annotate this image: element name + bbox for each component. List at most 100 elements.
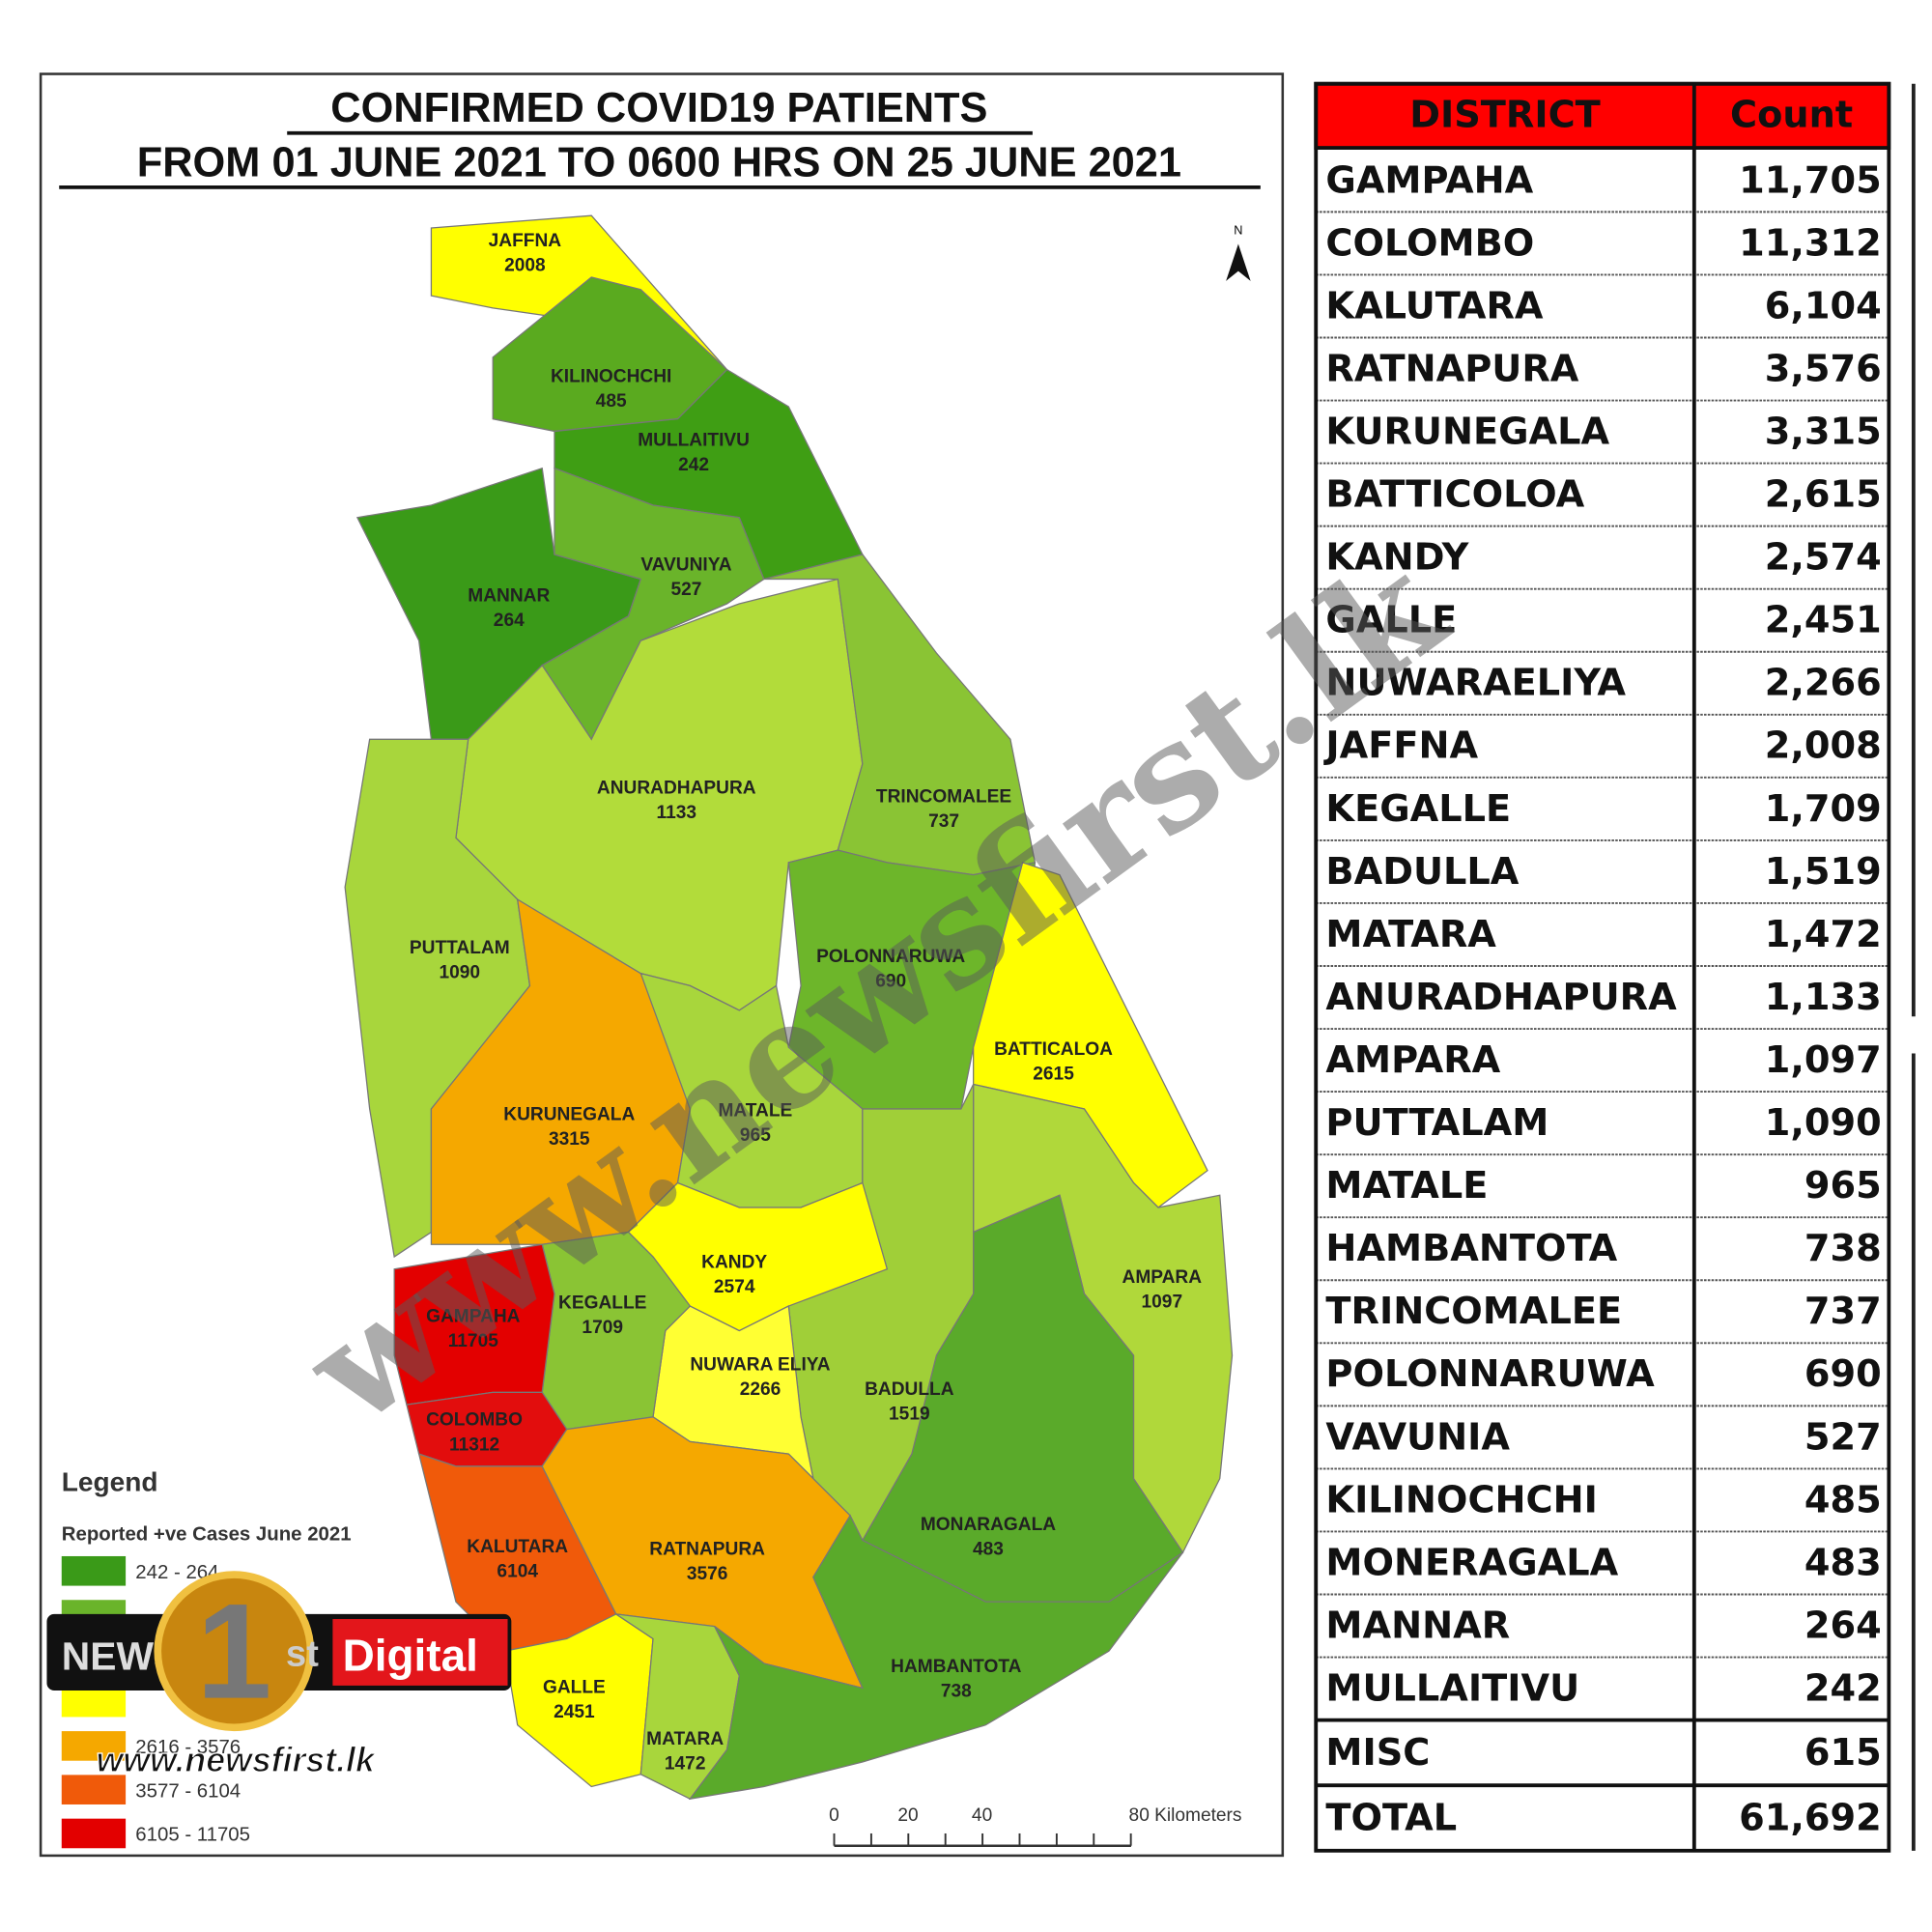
district-cell: MONERAGALA (1325, 1541, 1618, 1584)
district-count: 485 (596, 391, 627, 412)
district-name: MANNAR (468, 585, 550, 606)
district-name: MATALE (718, 1101, 792, 1122)
count-cell: 690 (1804, 1352, 1882, 1396)
district-count: 2008 (504, 256, 546, 276)
district-name: MONARAGALA (921, 1515, 1056, 1535)
district-count: 6104 (497, 1562, 538, 1582)
count-cell: 1,472 (1765, 913, 1882, 956)
table-header: Count (1730, 94, 1853, 137)
district-count: 11705 (448, 1331, 498, 1351)
district-name: GAMPAHA (426, 1307, 521, 1327)
legend-label: 3577 - 6104 (135, 1780, 241, 1802)
district (688, 1514, 1183, 1801)
district-count: 2574 (714, 1277, 755, 1297)
count-cell: 1,097 (1765, 1038, 1882, 1082)
district-name: POLONNARUWA (816, 947, 965, 967)
district-cell: MANNAR (1325, 1604, 1510, 1647)
district-count: 2615 (1033, 1064, 1074, 1084)
district-name: KANDY (701, 1253, 767, 1273)
count-cell: 483 (1804, 1541, 1882, 1584)
map-title: CONFIRMED COVID19 PATIENTS (330, 85, 987, 131)
district-count: 1519 (889, 1404, 930, 1424)
count-cell: 737 (1804, 1290, 1882, 1333)
district-cell: ANURADHAPURA (1325, 976, 1677, 1019)
district-cell: GALLE (1325, 599, 1457, 642)
scale-label: 20 (897, 1805, 918, 1826)
district-name: KURUNEGALA (503, 1104, 635, 1124)
district-name: AMPARA (1122, 1267, 1203, 1288)
logo-one: 1 (196, 1576, 271, 1727)
district-name: COLOMBO (426, 1410, 523, 1431)
district-cell: POLONNARUWA (1325, 1352, 1655, 1396)
map-title: FROM 01 JUNE 2021 TO 0600 HRS ON 25 JUNE… (137, 139, 1181, 185)
count-cell: 2,008 (1765, 724, 1882, 768)
district-name: BADULLA (865, 1379, 954, 1400)
district-cell: RATNAPURA (1325, 347, 1578, 390)
count-cell: 264 (1804, 1604, 1882, 1647)
count-cell: 61,692 (1739, 1796, 1882, 1839)
count-cell: 1,519 (1765, 850, 1882, 894)
district-count: 527 (670, 580, 701, 600)
count-cell: 2,266 (1765, 662, 1882, 705)
legend-swatch (61, 1687, 127, 1718)
legend-label: 6105 - 11705 (135, 1825, 250, 1846)
district-name: PUTTALAM (410, 938, 510, 958)
logo-red (332, 1619, 508, 1686)
district-count: 2451 (554, 1702, 595, 1722)
logo-url: www.newsfirst.lk (96, 1741, 376, 1779)
logo-ring (154, 1571, 315, 1732)
legend-swatch (61, 1555, 127, 1586)
district-cell: NUWARAELIYA (1325, 662, 1626, 705)
count-cell: 615 (1804, 1731, 1882, 1775)
legend-subtitle: Reported +ve Cases June 2021 (62, 1523, 352, 1545)
district-count: 11312 (449, 1435, 499, 1455)
count-cell: 6,104 (1765, 284, 1882, 327)
table-header-bg (1314, 81, 1891, 150)
district-count: 264 (494, 611, 525, 631)
count-cell: 738 (1804, 1227, 1882, 1270)
count-cell: 242 (1804, 1667, 1882, 1711)
district-name: KILINOCHCHI (551, 366, 671, 386)
district-name: MATARA (646, 1729, 724, 1749)
district-count: 483 (973, 1540, 1004, 1560)
district-cell: TRINCOMALEE (1325, 1290, 1622, 1333)
district-cell: KANDY (1325, 536, 1469, 580)
district-name: TRINCOMALEE (876, 786, 1011, 807)
district-cell: KILINOCHCHI (1325, 1478, 1597, 1521)
district-name: VAVUNIYA (640, 555, 731, 576)
district-name: NUWARA ELIYA (690, 1354, 830, 1375)
district-cell: AMPARA (1325, 1038, 1500, 1082)
district-count: 1472 (665, 1754, 706, 1775)
legend-title: Legend (62, 1466, 158, 1496)
count-cell: 965 (1804, 1164, 1882, 1208)
scale-label: 80 Kilometers (1129, 1805, 1242, 1826)
district-cell: MATALE (1325, 1164, 1488, 1208)
district-cell: TOTAL (1325, 1796, 1457, 1839)
district-name: MULLAITIVU (638, 431, 750, 451)
map: CONFIRMED COVID19 PATIENTS FROM 01 JUNE 2… (59, 85, 1261, 1849)
count-cell: 3,576 (1765, 347, 1882, 390)
legend-swatch (61, 1818, 127, 1849)
table-border (1314, 81, 1891, 1853)
district-count: 965 (740, 1125, 771, 1146)
district-count: 3576 (687, 1564, 728, 1584)
district-cell: KEGALLE (1325, 787, 1511, 831)
district-cell: PUTTALAM (1325, 1101, 1548, 1145)
logo-st: st (286, 1633, 319, 1674)
district-count: 1133 (657, 803, 697, 823)
district-cell: JAFFNA (1322, 724, 1478, 768)
district-cell: KALUTARA (1325, 284, 1543, 327)
district-cell: BADULLA (1325, 850, 1519, 894)
district-count: 2266 (740, 1379, 781, 1400)
district-name: KALUTARA (467, 1537, 568, 1557)
district-count: 738 (941, 1681, 972, 1701)
legend-swatch (61, 1775, 127, 1804)
district-count: 242 (678, 455, 709, 475)
scale-label: 0 (829, 1805, 839, 1826)
district-cell: BATTICOLOA (1325, 473, 1584, 517)
district-name: BATTICALOA (994, 1039, 1113, 1060)
district-count: 690 (875, 972, 906, 992)
district-name: ANURADHAPURA (597, 778, 756, 798)
